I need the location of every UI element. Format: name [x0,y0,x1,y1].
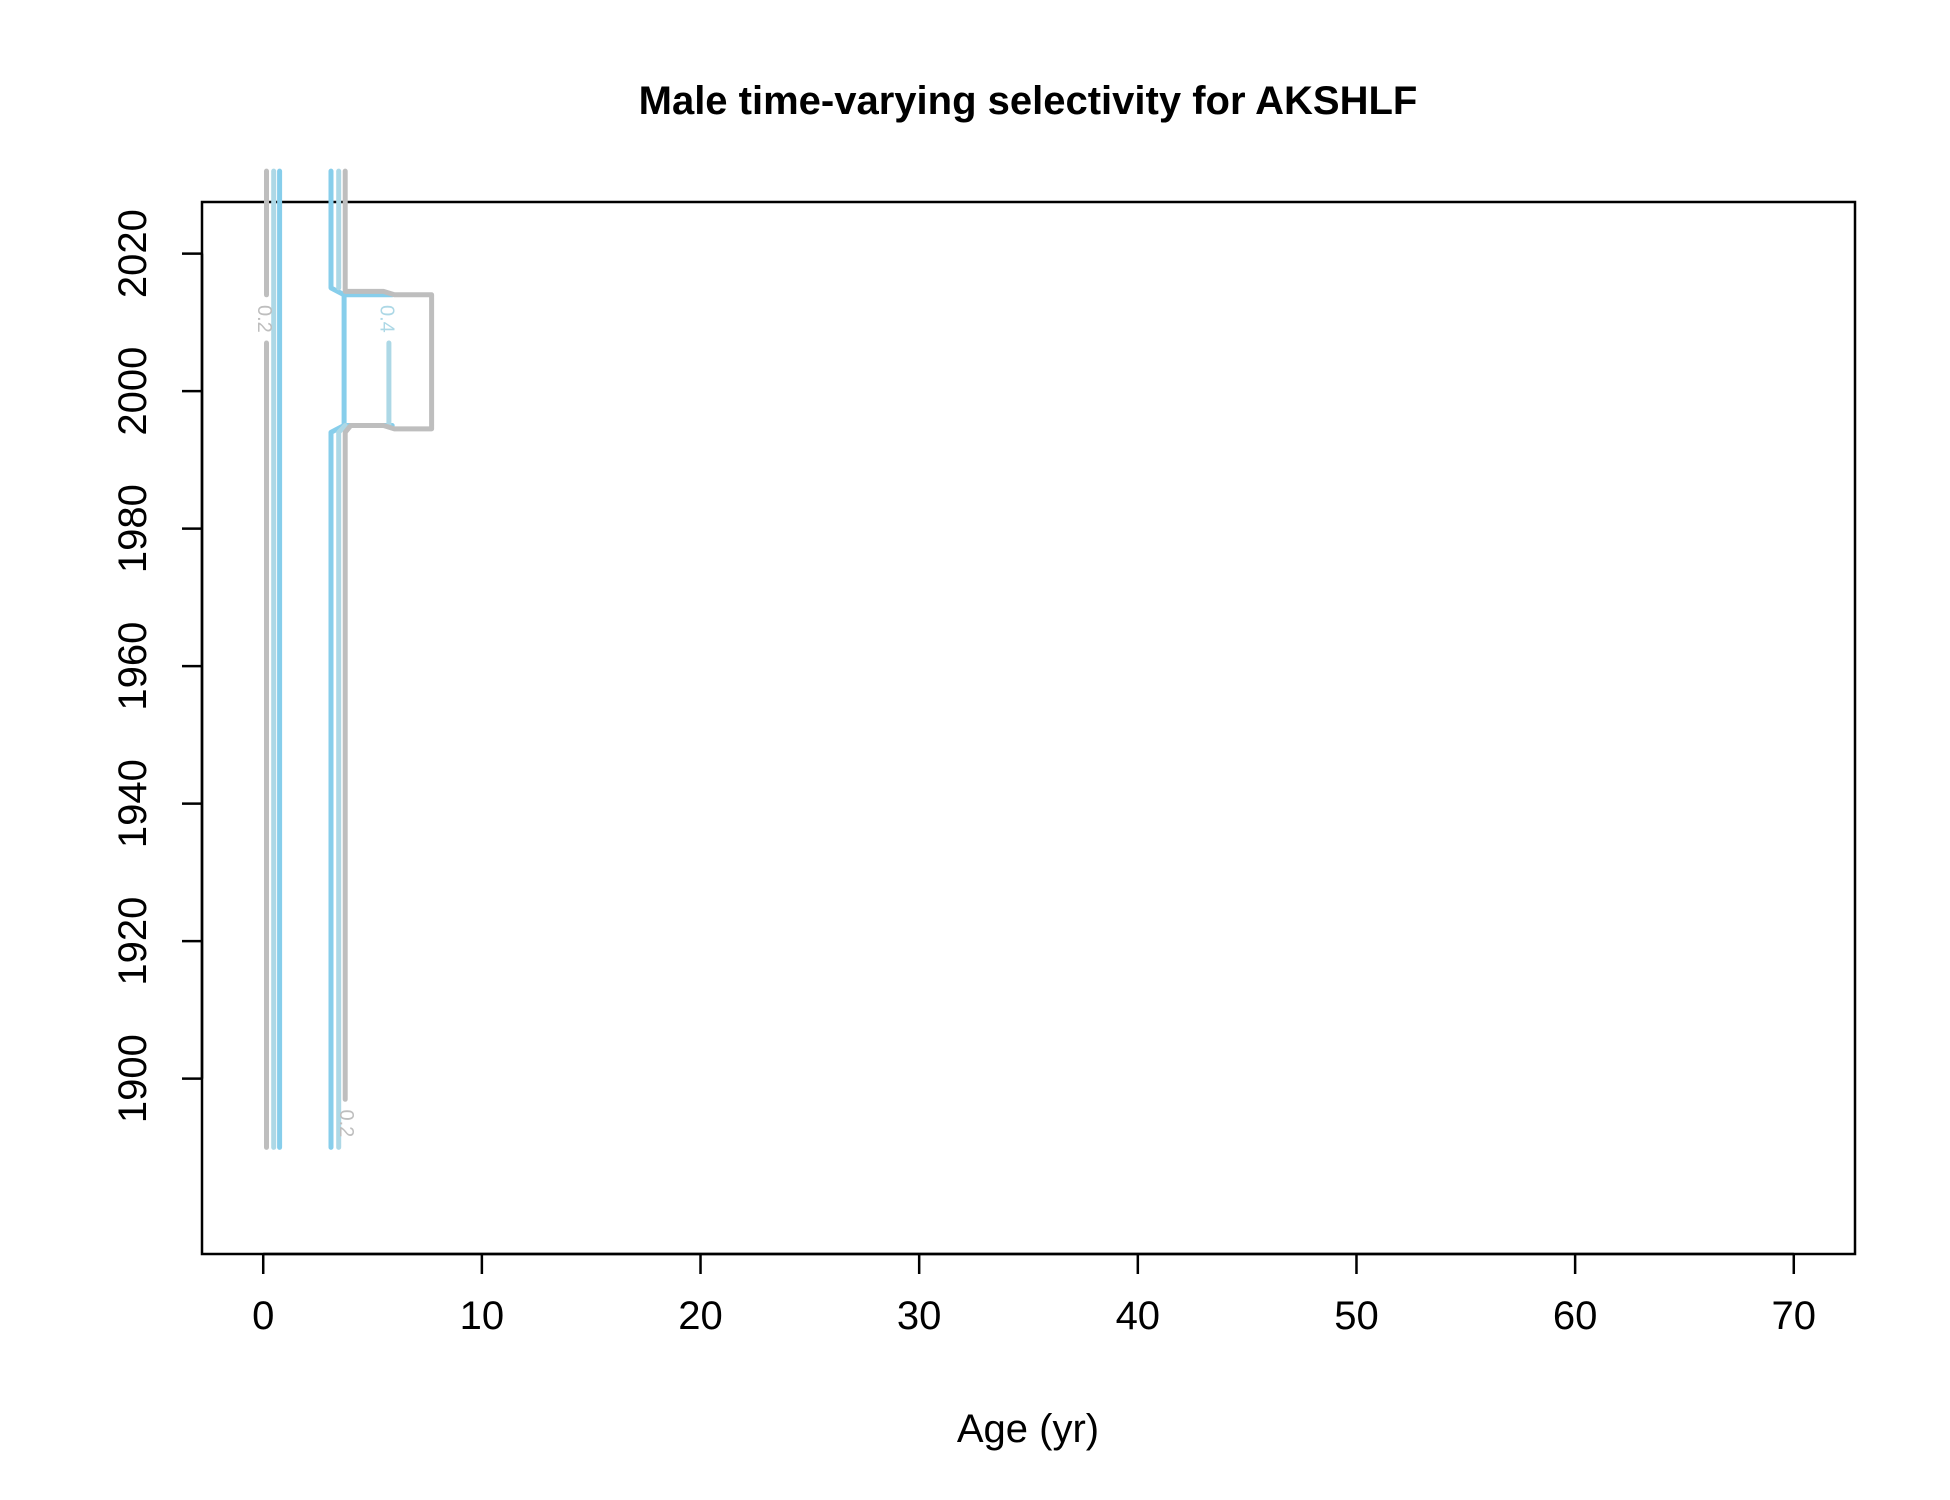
series-line-8 [336,423,348,1150]
x-tick-label: 20 [678,1294,723,1338]
contour-label-1: 0.2 [253,305,275,333]
chart-title: Male time-varying selectivity for AKSHLF [639,79,1418,123]
y-tick-label: 1980 [111,484,155,573]
x-tick-label: 60 [1553,1294,1598,1338]
x-axis: 0 10 20 30 40 50 60 70 [252,1252,1817,1338]
x-tick-label: 70 [1772,1294,1817,1338]
x-axis-label: Age (yr) [957,1407,1099,1451]
y-tick-label: 2020 [111,209,155,298]
series-lines [264,168,435,1150]
y-tick-label: 1940 [111,759,155,848]
x-tick-label: 10 [460,1294,505,1338]
y-tick-label: 1960 [111,622,155,711]
y-axis: 1900 1920 1940 1960 1980 2000 2020 [111,209,204,1123]
x-tick-label: 0 [252,1294,274,1338]
contour-label-2: 0.4 [375,305,397,333]
y-tick-label: 1920 [111,897,155,986]
y-tick-label: 1900 [111,1034,155,1123]
contour-labels: 0.2 0.4 0.2 [253,305,397,1137]
contour-label-3: 0.2 [335,1109,357,1137]
x-tick-label: 50 [1334,1294,1379,1338]
plot-frame [200,200,1857,1256]
y-tick-label: 2000 [111,347,155,436]
x-tick-label: 30 [897,1294,942,1338]
series-line-6 [328,168,395,298]
series-line-11 [342,168,435,1102]
x-tick-label: 40 [1116,1294,1161,1338]
